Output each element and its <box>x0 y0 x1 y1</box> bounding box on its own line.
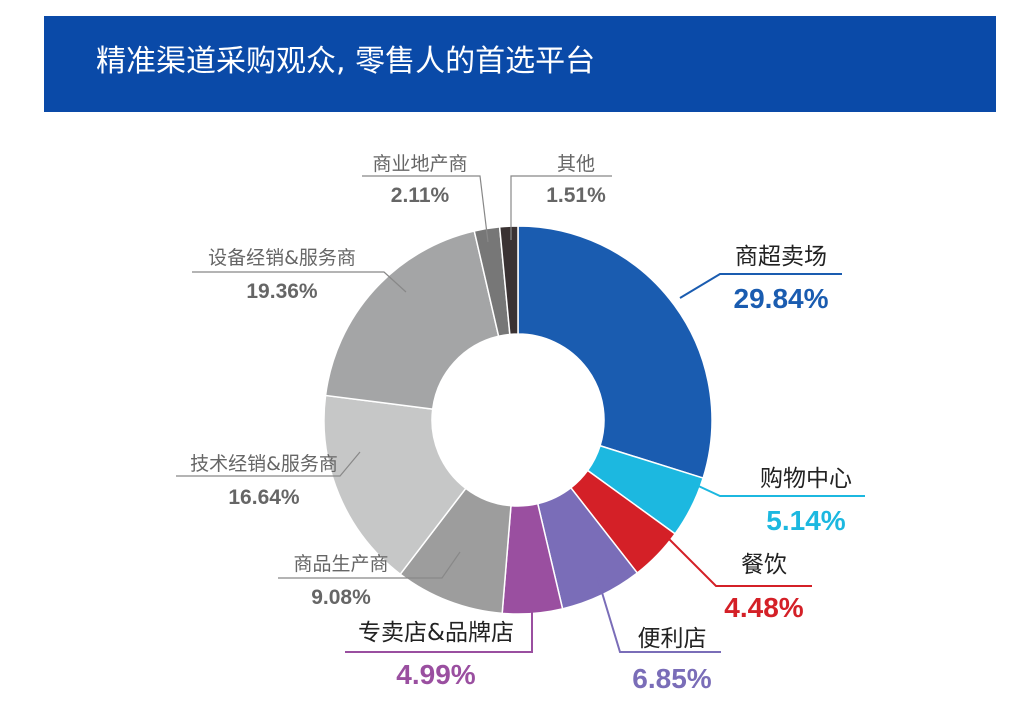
slice-value-5: 4.99% <box>396 659 475 690</box>
slice-value-10: 1.51% <box>546 184 606 207</box>
slice-value-2: 5.14% <box>766 505 845 536</box>
slice-label-7: 技术经销&服务商 <box>190 453 338 475</box>
slice-value-7: 16.64% <box>228 486 300 509</box>
leader-line-4 <box>596 575 721 653</box>
leader-line-10 <box>510 175 612 240</box>
page-title: 精准渠道采购观众, 零售人的首选平台 <box>96 44 596 79</box>
leader-line-5 <box>345 594 533 653</box>
slice-8 <box>324 230 500 410</box>
leader-line-7 <box>176 451 361 477</box>
slice-value-6: 9.08% <box>311 586 371 609</box>
leader-line-2 <box>691 482 865 497</box>
slice-1 <box>517 225 713 480</box>
slice-value-8: 19.36% <box>246 280 318 303</box>
donut-slices <box>323 225 713 615</box>
slice-label-1: 商超卖场 <box>735 244 827 270</box>
slice-label-3: 餐饮 <box>741 552 787 578</box>
slice-label-8: 设备经销&服务商 <box>208 247 356 269</box>
slice-value-9: 2.11% <box>391 184 450 207</box>
header-banner: 精准渠道采购观众, 零售人的首选平台 <box>44 16 996 112</box>
leader-line-9 <box>362 175 489 243</box>
slice-labels: 商超卖场 29.84% 购物中心 5.14% 餐饮 4.48% 便利店 6.85% 专卖店&品牌… <box>190 153 852 694</box>
slice-label-4: 便利店 <box>638 626 707 652</box>
slice-value-4: 6.85% <box>632 663 711 694</box>
slice-label-6: 商品生产商 <box>293 553 388 575</box>
slice-label-9: 商业地产商 <box>372 153 467 175</box>
slice-label-2: 购物中心 <box>760 466 852 492</box>
slice-7 <box>323 394 467 576</box>
leader-line-6 <box>278 551 461 579</box>
leader-line-3 <box>657 527 812 587</box>
leader-line-8 <box>192 271 407 293</box>
slice-value-1: 29.84% <box>734 283 829 314</box>
slice-label-10: 其他 <box>557 153 595 175</box>
slice-label-5: 专卖店&品牌店 <box>358 620 514 646</box>
slice-value-3: 4.48% <box>724 592 803 623</box>
slice-10 <box>498 225 519 336</box>
leader-line-1 <box>679 273 842 299</box>
leader-lines <box>176 175 865 653</box>
